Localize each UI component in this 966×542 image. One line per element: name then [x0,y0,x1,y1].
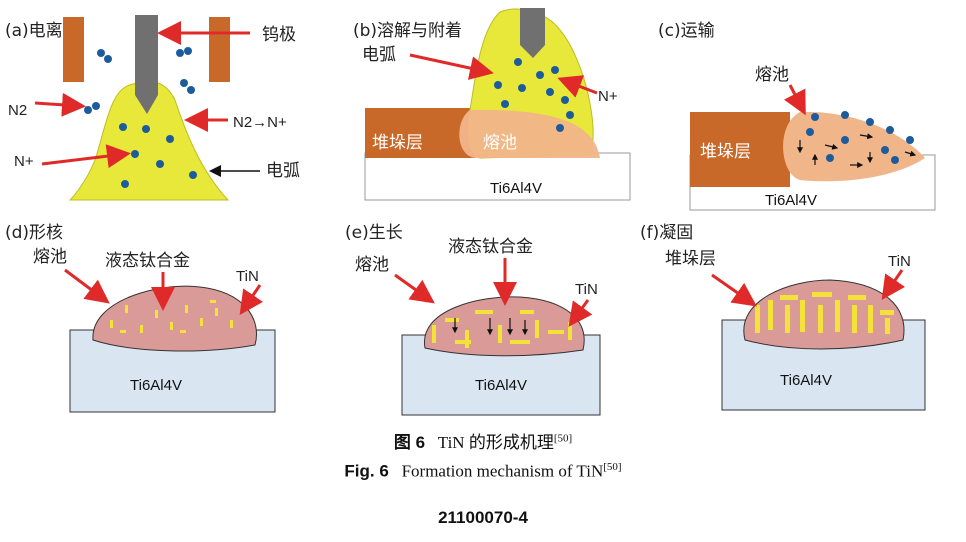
arrow [557,75,598,98]
page-number: 21100070-4 [438,508,528,527]
label-n2: N2 [8,102,27,119]
caption-cn-text: TiN 的形成机理 [437,433,554,452]
caption-en-label: Fig. 6 [344,461,389,481]
arrow [394,273,435,304]
caption-ref: [50] [603,461,622,473]
panel-f-solidification: (f)凝固 堆垛层 TiN Ti6Al4V [640,223,926,411]
arrow [64,268,110,304]
label-substrate: Ti6Al4V [475,377,527,394]
n-ions [119,123,197,188]
panel-b-dissolution: (b)溶解与附着 电弧 N+ 堆垛层 熔池 Ti6Al4V [353,8,631,201]
caption-ref: [50] [553,432,573,445]
deposit-layer [365,108,475,158]
caption-en-text: Formation mechanism of TiN [401,461,604,481]
melt-pool [92,285,257,352]
label-pool: 熔池 [355,255,389,275]
deposit-layer [690,112,790,187]
panel-title: (f)凝固 [640,223,693,243]
panel-title: (c)运输 [658,21,715,41]
label-arc: 电弧 [266,161,300,181]
label-substrate: Ti6Al4V [490,180,542,197]
melt-pool [783,111,925,182]
label-substrate: Ti6Al4V [780,372,832,389]
panel-title: (d)形核 [5,223,63,243]
panel-c-transport: (c)运输 熔池 堆垛层 Ti6Al4V [658,21,936,211]
panel-e-growth: (e)生长 熔池 液态钛合金 TiN Ti6Al4V [345,223,601,416]
growth-arrows [452,318,528,336]
panel-d-nucleation: (d)形核 熔池 液态钛合金 TiN Ti6Al4V [5,223,276,413]
caption-chinese: 图 6 TiN 的形成机理[50] [0,428,966,453]
panel-a-ionization: (a)电离 钨极 N2 N2→N+ N+ 电弧 [5,15,300,201]
label-substrate: Ti6Al4V [765,192,817,209]
tungsten-electrode [135,15,158,114]
caption-cn-label: 图 6 [393,433,426,452]
label-n-plus: N+ [598,88,618,105]
label-n2-to-n: N2→N+ [233,114,287,131]
label-pool: 熔池 [483,133,517,153]
n-ions [806,111,914,164]
n-ions [494,58,574,132]
label-deposit: 堆垛层 [700,142,751,162]
arrow [784,84,806,116]
label-deposit: 堆垛层 [372,133,423,153]
label-tin: TiN [888,253,911,270]
tin-crystals [755,292,894,334]
side-block [209,17,230,82]
arrow [239,284,264,315]
label-tungsten: 钨极 [262,25,296,45]
tungsten-electrode [520,8,545,58]
arrow [34,92,86,117]
melt-pool [459,109,600,158]
label-pool: 熔池 [33,247,67,267]
label-pool: 熔池 [755,65,789,85]
arrow [881,269,906,300]
tin-nuclei [110,300,233,333]
label-liquid: 液态钛合金 [448,237,533,257]
label-tin: TiN [236,268,259,285]
arrow [568,299,593,327]
caption-english: Fig. 6 Formation mechanism of TiN[50] [0,461,966,482]
label-liquid: 液态钛合金 [105,251,190,271]
label-substrate: Ti6Al4V [130,377,182,394]
label-tin: TiN [575,281,598,298]
flow-arrows [797,133,917,168]
panel-title: (a)电离 [5,21,63,41]
label-arc: 电弧 [362,45,396,65]
side-block [63,17,84,82]
label-n-plus: N+ [14,153,34,170]
panel-title: (e)生长 [345,223,403,243]
arrow [41,144,131,169]
substrate [364,152,631,201]
solidified-layer [743,279,905,350]
label-deposit: 堆垛层 [665,249,716,269]
panel-title: (b)溶解与附着 [353,21,462,41]
n2-molecules [84,47,195,114]
arrow [711,273,757,307]
arrow [409,53,494,80]
melt-pool [424,296,585,357]
tin-crystals [432,310,572,348]
arc-plasma [68,80,230,201]
